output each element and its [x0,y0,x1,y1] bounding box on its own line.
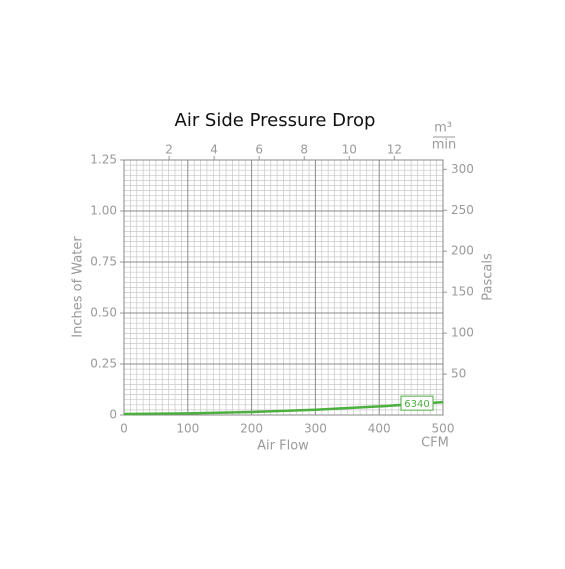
x2-tick-label: 12 [387,143,402,157]
x2-tick-label: 6 [255,143,263,157]
series-label-box [400,395,434,411]
y2-tick-label: 150 [451,285,474,299]
y2-tick-label: 100 [451,326,474,340]
x-tick-label: 300 [304,422,327,436]
y-tick-label: 0.25 [90,357,117,371]
x-axis-label: Air Flow [257,439,309,454]
x2-tick-label: 8 [300,143,308,157]
x2-unit-numerator: m³ [434,121,452,136]
x2-tick-label: 2 [165,143,173,157]
y-tick-label: 0 [109,408,117,422]
plot-frame [123,159,444,416]
y2-axis-label: Pascals [481,253,496,301]
y2-tick-label: 300 [451,162,474,176]
x2-tick-label: 4 [210,143,218,157]
x-tick-label: 100 [176,422,199,436]
y-tick-label: 0.50 [90,306,117,320]
y-tick-label: 0.75 [90,255,117,269]
series-label: 6340 [404,399,429,410]
y-tick-label: 1.00 [90,204,117,218]
x-tick-label: 400 [368,422,391,436]
x-unit: CFM [421,436,449,451]
x-tick-label: 500 [432,422,455,436]
x2-unit-denominator: min [432,138,457,153]
y2-tick-label: 200 [451,244,474,258]
x2-tick-label: 10 [342,143,357,157]
y-tick-label: 1.25 [90,153,117,167]
y2-tick-label: 250 [451,203,474,217]
chart-title: Air Side Pressure Drop [175,110,376,131]
y2-tick-label: 50 [451,367,466,381]
x-tick-label: 200 [240,422,263,436]
x-tick-label: 0 [120,422,128,436]
y-axis-label: Inches of Water [71,236,86,338]
data-line [123,400,444,416]
